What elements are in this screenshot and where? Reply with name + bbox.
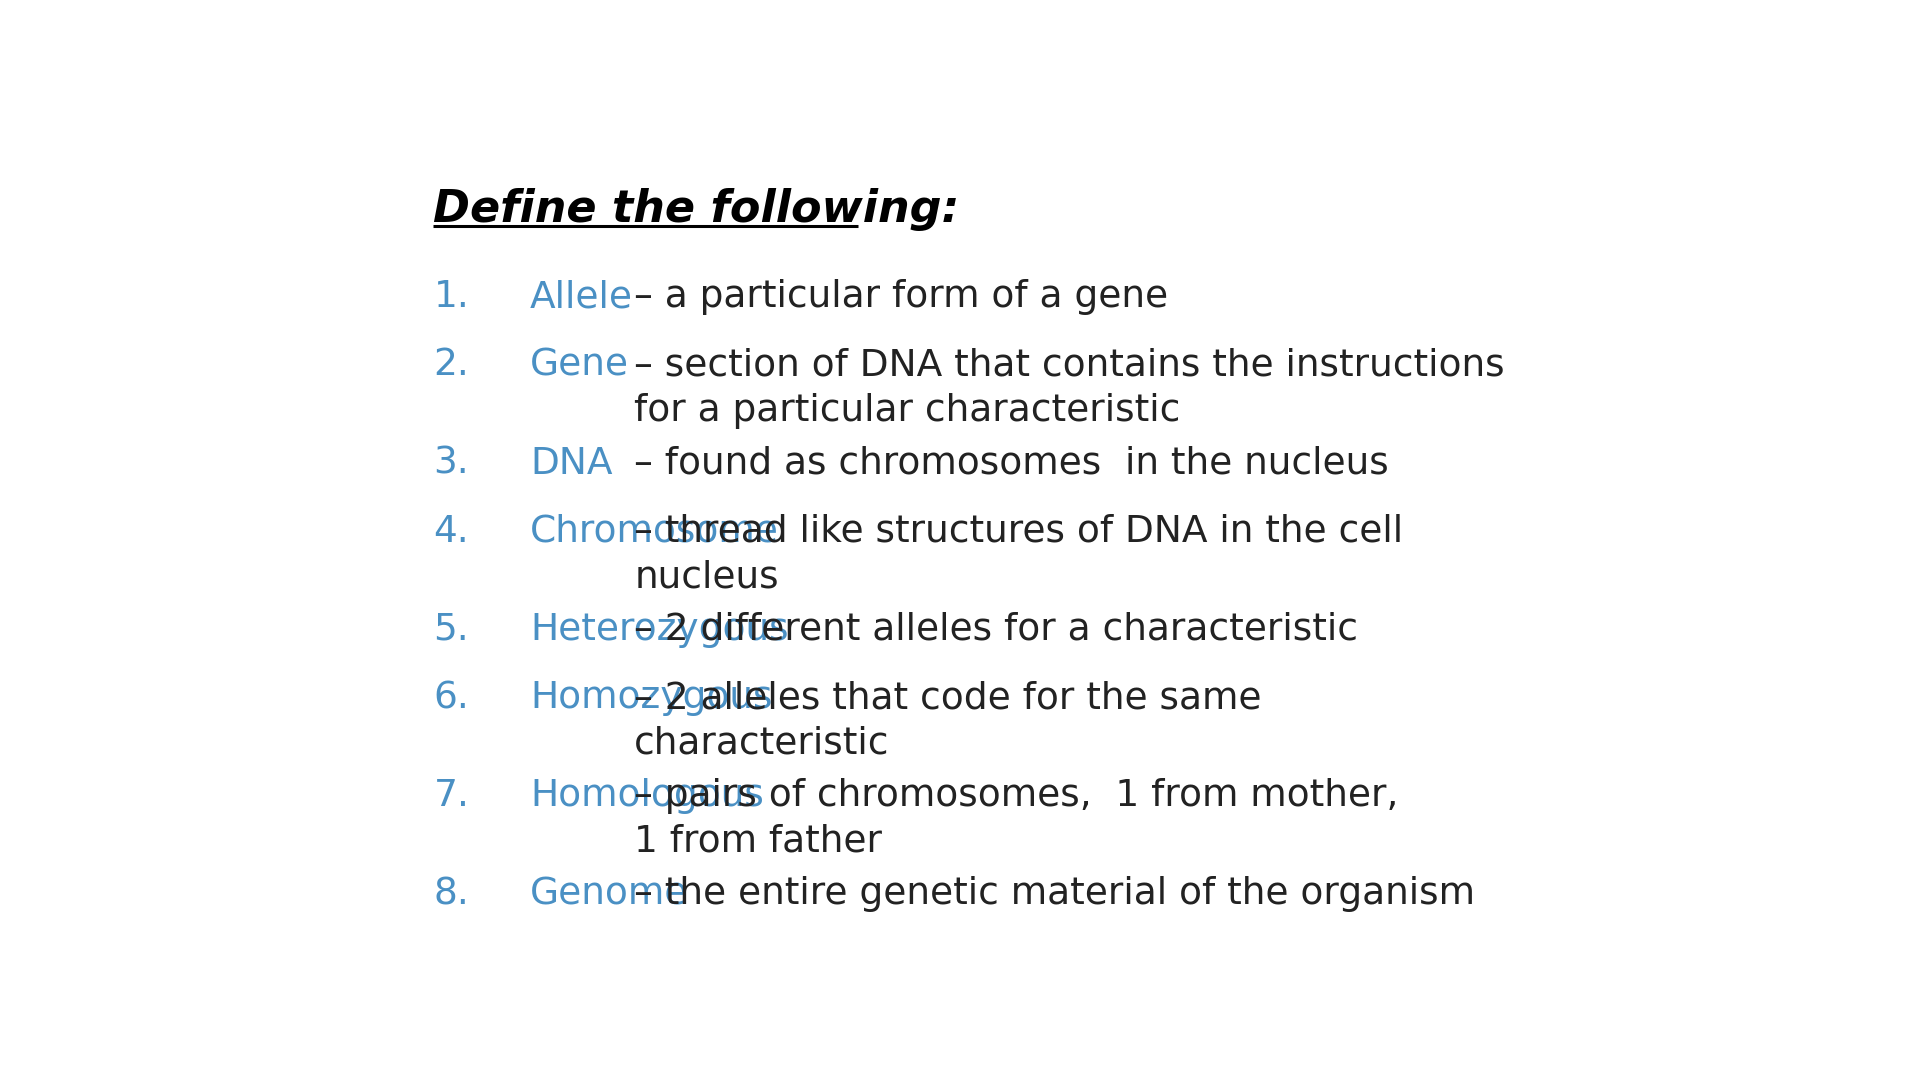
Text: 4.: 4.: [434, 514, 468, 550]
Text: – a particular form of a gene: – a particular form of a gene: [634, 280, 1169, 315]
Text: – section of DNA that contains the instructions: – section of DNA that contains the instr…: [634, 348, 1505, 383]
Text: Heterozygous: Heterozygous: [530, 612, 789, 648]
Text: – 2 alleles that code for the same: – 2 alleles that code for the same: [634, 680, 1261, 716]
Text: 1 from father: 1 from father: [634, 824, 883, 860]
Text: DNA: DNA: [530, 446, 612, 482]
Text: 3.: 3.: [434, 446, 468, 482]
Text: 1.: 1.: [434, 280, 468, 315]
Text: – found as chromosomes  in the nucleus: – found as chromosomes in the nucleus: [634, 446, 1388, 482]
Text: – the entire genetic material of the organism: – the entire genetic material of the org…: [634, 876, 1475, 913]
Text: 8.: 8.: [434, 876, 468, 913]
Text: – 2 different alleles for a characteristic: – 2 different alleles for a characterist…: [634, 612, 1357, 648]
Text: Homozygous: Homozygous: [530, 680, 772, 716]
Text: Define the following:: Define the following:: [434, 188, 960, 231]
Text: nucleus: nucleus: [634, 559, 780, 595]
Text: 6.: 6.: [434, 680, 468, 716]
Text: Allele: Allele: [530, 280, 634, 315]
Text: Chromosome: Chromosome: [530, 514, 780, 550]
Text: characteristic: characteristic: [634, 726, 889, 761]
Text: Homologous: Homologous: [530, 779, 764, 814]
Text: 7.: 7.: [434, 779, 468, 814]
Text: Gene: Gene: [530, 348, 630, 383]
Text: 5.: 5.: [434, 612, 468, 648]
Text: Genome: Genome: [530, 876, 689, 913]
Text: – pairs of chromosomes,  1 from mother,: – pairs of chromosomes, 1 from mother,: [634, 779, 1398, 814]
Text: for a particular characteristic: for a particular characteristic: [634, 393, 1181, 429]
Text: – thread like structures of DNA in the cell: – thread like structures of DNA in the c…: [634, 514, 1404, 550]
Text: 2.: 2.: [434, 348, 468, 383]
